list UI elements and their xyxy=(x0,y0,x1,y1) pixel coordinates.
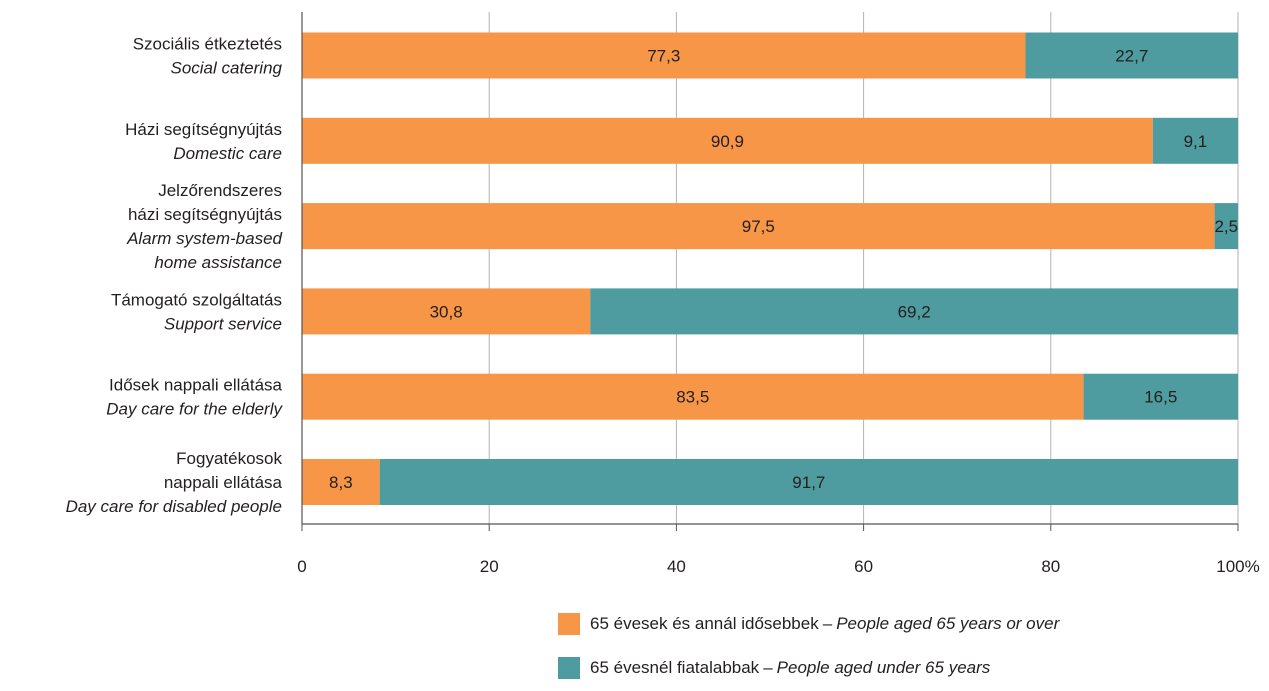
bar-value-label: 91,7 xyxy=(792,473,825,492)
bar-segment xyxy=(302,288,591,335)
bar-value-label: 9,1 xyxy=(1184,132,1208,151)
legend-label-hu: 65 évesek és annál idősebbek xyxy=(590,614,819,633)
bar-value-label: 69,2 xyxy=(898,302,931,321)
category-label-hu: nappali ellátása xyxy=(164,473,283,492)
bar-segment xyxy=(590,288,1238,335)
legend-item-65-and-over: 65 évesek és annál idősebbek – People ag… xyxy=(558,613,1059,635)
bar-segment xyxy=(302,117,1153,164)
bar-segment xyxy=(302,203,1215,250)
bar-value-label: 77,3 xyxy=(647,47,680,66)
bar-segment xyxy=(302,373,1084,420)
bar-value-label: 2,5 xyxy=(1214,217,1238,236)
category-label-hu: Szociális étkeztetés xyxy=(133,35,282,54)
bar-segment xyxy=(1025,32,1238,79)
legend-swatch-65-and-over xyxy=(558,613,580,635)
category-labels: Szociális étkeztetés Social catering Házi … xyxy=(66,35,284,517)
bar-segment xyxy=(302,32,1026,79)
category-label-hu: Házi segítségnyújtás xyxy=(125,120,282,139)
bar-segment xyxy=(1152,117,1238,164)
category-label-hu: Jelzőrendszeres xyxy=(158,181,282,200)
bar-value-label: 8,3 xyxy=(329,473,353,492)
bar-value-label: 90,9 xyxy=(711,132,744,151)
category-label-en: Social catering xyxy=(170,59,282,78)
category-label-en: Day care for the elderly xyxy=(106,400,283,419)
bar-segment xyxy=(1214,203,1238,250)
x-axis: 0 20 40 60 80 100% xyxy=(297,12,1260,576)
gridlines xyxy=(488,12,1239,524)
bar-value-label: 30,8 xyxy=(430,302,463,321)
bar-value-label: 97,5 xyxy=(742,217,775,236)
bar-segment xyxy=(302,459,380,505)
stacked-bar-chart: 77,3 22,7 90,9 9,1 97,5 2,5 30,8 69,2 83,5 16,5 8,… xyxy=(66,12,1260,576)
x-tick-label: 40 xyxy=(667,557,686,576)
legend-label-en: People aged 65 years or over xyxy=(836,614,1060,633)
legend-item-under-65: 65 évesnél fiatalabbak – People aged und… xyxy=(558,657,990,679)
legend-label-hu: 65 évesnél fiatalabbak xyxy=(590,658,760,677)
category-label-hu: házi segítségnyújtás xyxy=(128,205,282,224)
legend-swatch-under-65 xyxy=(558,657,580,679)
bar-value-label: 83,5 xyxy=(676,388,709,407)
category-label-hu: Fogyatékosok xyxy=(176,449,282,468)
bar-value-label: 22,7 xyxy=(1115,47,1148,66)
legend-separator: – xyxy=(822,614,833,633)
category-label-hu: Támogató szolgáltatás xyxy=(111,290,282,309)
bar-segment xyxy=(1083,373,1238,420)
category-label-en: home assistance xyxy=(154,253,282,272)
legend-label-en: People aged under 65 years xyxy=(776,658,991,677)
x-tick-label: 0 xyxy=(297,557,306,576)
category-label-en: Support service xyxy=(164,314,282,333)
x-tick-label: 60 xyxy=(854,557,873,576)
x-tick-label: 20 xyxy=(480,557,499,576)
bar-value-label: 16,5 xyxy=(1144,388,1177,407)
bars: 77,3 22,7 90,9 9,1 97,5 2,5 30,8 69,2 83,5 16,5 8,… xyxy=(302,32,1238,505)
x-tick-label: 100% xyxy=(1216,557,1259,576)
category-label-en: Domestic care xyxy=(173,144,282,163)
legend-separator: – xyxy=(763,658,773,677)
bar-segment xyxy=(379,459,1238,505)
x-tick-label: 80 xyxy=(1041,557,1060,576)
category-label-hu: Idősek nappali ellátása xyxy=(109,376,283,395)
category-label-en: Alarm system-based xyxy=(126,229,282,248)
category-label-en: Day care for disabled people xyxy=(66,497,282,516)
